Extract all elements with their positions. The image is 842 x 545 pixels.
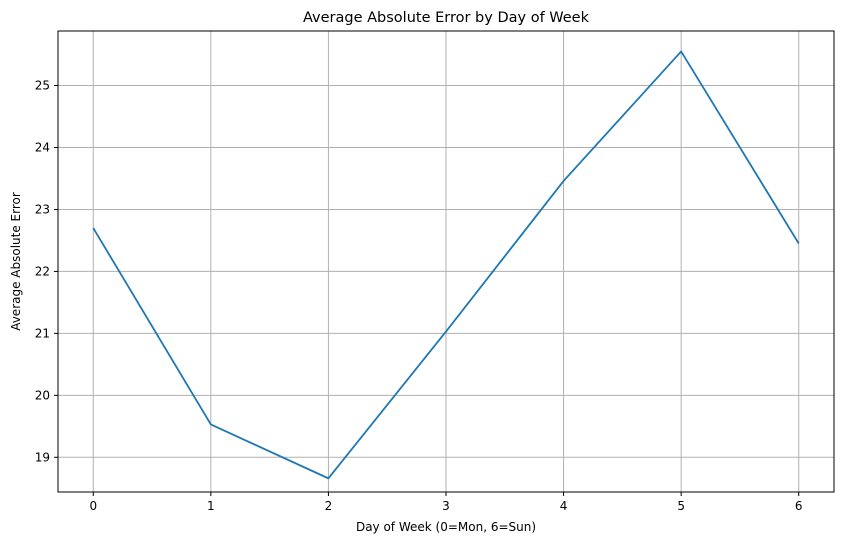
x-tick-label: 6 — [795, 499, 803, 513]
y-tick-label: 21 — [35, 326, 50, 340]
y-tick-label: 23 — [35, 202, 50, 216]
x-axis-label: Day of Week (0=Mon, 6=Sun) — [356, 520, 536, 534]
y-tick-label: 20 — [35, 388, 50, 402]
x-tick-label: 1 — [207, 499, 215, 513]
gridlines — [58, 31, 834, 492]
y-axis-label: Average Absolute Error — [9, 192, 23, 331]
y-tick-label: 19 — [35, 450, 50, 464]
y-tick-labels: 19 20 21 22 23 24 25 — [35, 79, 50, 465]
y-tick-label: 24 — [35, 140, 50, 154]
x-tick-label: 0 — [89, 499, 97, 513]
x-tick-label: 2 — [325, 499, 333, 513]
y-tick-label: 25 — [35, 79, 50, 93]
x-tick-label: 4 — [560, 499, 568, 513]
tick-marks — [54, 85, 800, 496]
x-tick-label: 5 — [677, 499, 685, 513]
series-lines — [92, 50, 800, 480]
x-tick-labels: 0 1 2 3 4 5 6 — [89, 499, 802, 513]
series-line — [92, 50, 800, 480]
plot-frame — [57, 30, 835, 493]
chart-title: Average Absolute Error by Day of Week — [303, 10, 590, 26]
x-tick-label: 3 — [442, 499, 450, 513]
y-tick-label: 22 — [35, 264, 50, 278]
